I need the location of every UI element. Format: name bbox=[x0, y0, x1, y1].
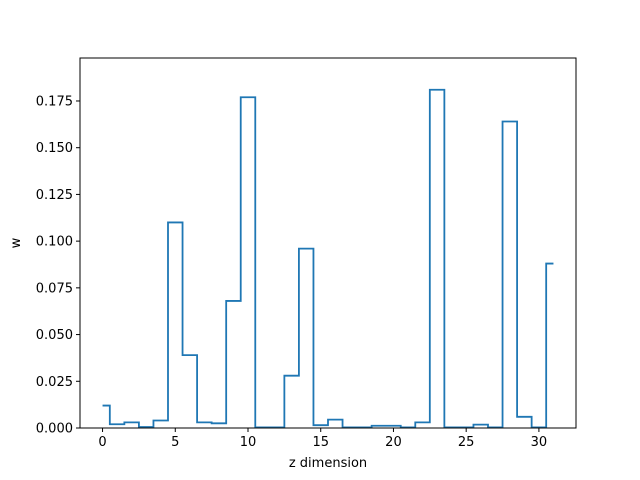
y-axis-label: w bbox=[9, 237, 24, 248]
x-tick-label: 5 bbox=[171, 435, 179, 450]
y-tick-label: 0.125 bbox=[36, 188, 73, 203]
series-layer bbox=[102, 88, 554, 429]
y-tick-label: 0.175 bbox=[36, 94, 73, 109]
y-tick-label: 0.075 bbox=[36, 281, 73, 296]
x-tick-label: 0 bbox=[98, 435, 106, 450]
y-tick-label: 0.150 bbox=[36, 141, 73, 156]
x-tick-label: 25 bbox=[458, 435, 475, 450]
series-step-line bbox=[102, 88, 554, 429]
y-tick-label: 0.025 bbox=[36, 375, 73, 390]
x-tick-label: 30 bbox=[531, 435, 548, 450]
x-axis-label: z dimension bbox=[289, 456, 367, 471]
plot-frame bbox=[79, 57, 577, 429]
ticks-layer: 0 5 10 15 20 25 30 0.000 0.025 0.050 0.075 0.100 0.1… bbox=[36, 94, 547, 450]
y-tick-label: 0.100 bbox=[36, 235, 73, 250]
x-tick-label: 10 bbox=[240, 435, 257, 450]
x-tick-label: 20 bbox=[385, 435, 402, 450]
y-tick-label: 0.050 bbox=[36, 328, 73, 343]
plot-area bbox=[80, 58, 576, 428]
x-tick-label: 15 bbox=[312, 435, 329, 450]
y-tick-label: 0.000 bbox=[36, 422, 73, 437]
